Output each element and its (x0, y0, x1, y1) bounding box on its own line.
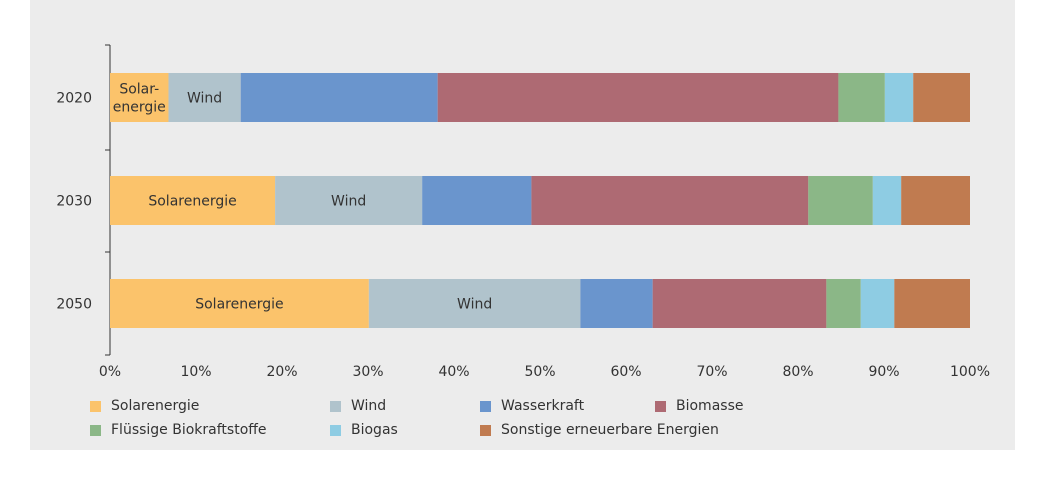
legend-label: Biomasse (676, 398, 744, 414)
x-tick-label: 20% (266, 364, 297, 380)
chart-panel: Solar-energie Wind 2020 Solarenergie Wind 203… (30, 0, 1015, 450)
bar-segment (580, 279, 653, 328)
x-tick-label: 0% (99, 364, 121, 380)
bar-segment (422, 176, 532, 225)
x-tick-label: 10% (180, 364, 211, 380)
x-tick-label: 90% (868, 364, 899, 380)
bar-segment (838, 73, 885, 122)
legend-swatch (480, 424, 491, 436)
legend-label: Wind (351, 398, 387, 414)
legend-item: Sonstige erneuerbare Energien (480, 422, 719, 438)
x-tick-label: 40% (438, 364, 469, 380)
x-tick-label: 80% (782, 364, 813, 380)
bar-segment-label: Wind (331, 194, 366, 210)
bar-segment (894, 279, 970, 328)
chart-legend: Solarenergie Wind Wasserkraft Biomasse Flüss… (90, 398, 1020, 446)
legend-label: Sonstige erneuerbare Energien (501, 422, 719, 438)
bar-segment (531, 176, 809, 225)
legend-swatch (330, 424, 341, 436)
bar-segment (110, 176, 276, 225)
bar-segment-label: Solar-energie (113, 82, 166, 116)
x-tick-label: 60% (610, 364, 641, 380)
bar-segment (808, 176, 873, 225)
bar-segment (110, 73, 169, 122)
bar-segment-label: Solarenergie (195, 297, 283, 313)
legend-item: Biogas (330, 422, 398, 438)
legend-swatch (480, 400, 491, 412)
bar-segment (913, 73, 970, 122)
x-tick-label: 30% (352, 364, 383, 380)
legend-swatch (90, 400, 101, 412)
y-tick-label: 2050 (56, 297, 92, 313)
bar-segment (368, 279, 581, 328)
bar-segment (168, 73, 241, 122)
legend-item: Flüssige Biokraftstoffe (90, 422, 267, 438)
legend-swatch (330, 400, 341, 412)
bar-segment (826, 279, 861, 328)
bar-segment (437, 73, 839, 122)
x-tick-label: 50% (524, 364, 555, 380)
bar-segment (652, 279, 827, 328)
y-tick-label: 2030 (56, 194, 92, 210)
legend-swatch (655, 400, 666, 412)
x-tick-label: 100% (950, 364, 990, 380)
bar-segment-label: Wind (187, 91, 222, 107)
bar-segment (275, 176, 423, 225)
bar-segment (860, 279, 895, 328)
bar-segment (901, 176, 970, 225)
legend-label: Solarenergie (111, 398, 200, 414)
legend-item: Wasserkraft (480, 398, 584, 414)
stacked-bar-chart: Solar-energie Wind 2020 Solarenergie Wind 203… (56, 44, 990, 380)
bar-segment (872, 176, 902, 225)
legend-item: Solarenergie (90, 398, 199, 414)
x-tick-label: 70% (696, 364, 727, 380)
bar-segment (240, 73, 438, 122)
bar-segment-label: Wind (457, 297, 492, 313)
legend-item: Wind (330, 398, 386, 414)
bar-segment-label: Solarenergie (148, 194, 236, 210)
bar-segment (110, 279, 369, 328)
y-tick-label: 2020 (56, 91, 92, 107)
legend-label: Biogas (351, 422, 398, 438)
legend-label: Flüssige Biokraftstoffe (111, 422, 267, 438)
bar-segment (884, 73, 914, 122)
legend-label: Wasserkraft (501, 398, 585, 414)
legend-item: Biomasse (655, 398, 743, 414)
legend-swatch (90, 424, 101, 436)
